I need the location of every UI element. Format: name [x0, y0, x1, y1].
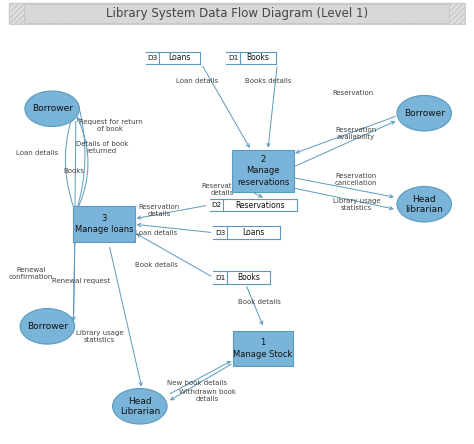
Text: Reservation
cancellation: Reservation cancellation [334, 173, 377, 186]
Ellipse shape [397, 186, 451, 222]
Text: Reservations: Reservations [236, 201, 285, 210]
Text: D1: D1 [215, 274, 225, 281]
Ellipse shape [25, 91, 80, 127]
Text: D3: D3 [215, 230, 225, 236]
Text: New book details: New book details [167, 380, 227, 386]
Text: Borrower: Borrower [404, 109, 445, 118]
Text: D1: D1 [228, 55, 238, 61]
Text: Loan details: Loan details [16, 150, 58, 156]
Text: Loan details: Loan details [175, 78, 218, 84]
Text: 1
Manage Stock: 1 Manage Stock [234, 338, 293, 359]
Text: Books: Books [63, 168, 84, 174]
Text: Withdrawn book
details: Withdrawn book details [179, 388, 236, 402]
FancyBboxPatch shape [25, 4, 449, 24]
Ellipse shape [20, 309, 75, 344]
Text: D2: D2 [211, 202, 221, 208]
Text: Renewal request: Renewal request [52, 278, 109, 284]
Text: Renewal
confirmation: Renewal confirmation [9, 266, 53, 280]
Text: Loans: Loans [242, 228, 264, 237]
Text: Loan details: Loan details [135, 230, 178, 236]
Text: Request for return
of book: Request for return of book [79, 119, 142, 132]
Text: Books: Books [237, 273, 260, 282]
FancyBboxPatch shape [233, 331, 293, 366]
Text: Borrower: Borrower [32, 104, 73, 113]
Text: Library usage
statistics: Library usage statistics [333, 198, 380, 211]
FancyBboxPatch shape [9, 3, 465, 24]
Text: Reservation
details: Reservation details [201, 182, 243, 196]
Text: Library usage
statistics: Library usage statistics [76, 330, 123, 343]
Text: D3: D3 [147, 55, 157, 61]
Text: Reservation
availability: Reservation availability [335, 127, 376, 140]
Text: Book details: Book details [135, 262, 178, 268]
Text: Books: Books [246, 53, 269, 62]
Text: Loans: Loans [168, 53, 191, 62]
Text: Reservation: Reservation [332, 90, 374, 96]
Text: Reservation
details: Reservation details [138, 203, 180, 217]
Text: Book details: Book details [238, 299, 281, 305]
Ellipse shape [112, 388, 167, 424]
FancyBboxPatch shape [73, 206, 135, 242]
Text: Details of book
returned: Details of book returned [76, 141, 128, 154]
Text: Books details: Books details [245, 78, 291, 84]
FancyBboxPatch shape [232, 150, 294, 192]
Ellipse shape [397, 95, 451, 131]
Text: Library System Data Flow Diagram (Level 1): Library System Data Flow Diagram (Level … [106, 7, 368, 20]
Text: 3
Manage loans: 3 Manage loans [75, 214, 134, 234]
Text: 2
Manage
reservations: 2 Manage reservations [237, 155, 289, 186]
Text: Borrower: Borrower [27, 322, 68, 331]
Text: Head
librarian: Head librarian [405, 194, 443, 214]
Text: Head
Librarian: Head Librarian [120, 396, 160, 416]
